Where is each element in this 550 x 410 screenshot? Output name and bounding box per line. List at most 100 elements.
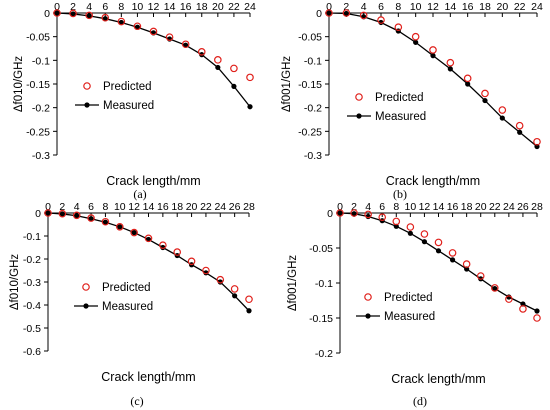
y-tick-label: -0.1 xyxy=(23,231,41,243)
predicted-point xyxy=(216,275,225,284)
measured-point xyxy=(88,216,94,222)
x-tick-label: 12 xyxy=(419,201,431,213)
y-tick-label: -0.3 xyxy=(23,277,41,289)
measured-point xyxy=(534,308,540,314)
measured-point xyxy=(465,81,471,87)
measured-point xyxy=(421,239,428,245)
measured-point xyxy=(499,115,505,121)
measured-point xyxy=(326,10,332,16)
measured-point xyxy=(343,10,349,17)
x-tick-label: 16 xyxy=(462,1,474,13)
x-tick-label: 20 xyxy=(496,1,508,13)
predicted-point xyxy=(69,9,77,18)
x-tick-label: 24 xyxy=(244,1,256,13)
measured-point xyxy=(231,83,237,89)
predicted-point xyxy=(197,48,206,56)
x-axis-label: Crack length/mm xyxy=(106,174,200,188)
measured-point xyxy=(203,270,209,276)
predicted-point xyxy=(476,272,485,280)
legend-measured-marker xyxy=(365,313,371,319)
x-axis-label: Crack length/mm xyxy=(386,174,480,188)
x-tick-label: 0 xyxy=(54,1,60,13)
predicted-point xyxy=(246,73,254,82)
predicted-point xyxy=(498,106,507,114)
y-tick-label: -0.05 xyxy=(26,32,50,44)
x-tick-label: 22 xyxy=(489,201,501,213)
measured-point xyxy=(378,19,384,26)
y-tick-label: -0.5 xyxy=(23,323,41,335)
legend-measured-label: Measured xyxy=(384,311,435,323)
predicted-point xyxy=(159,241,167,250)
x-tick-label: 0 xyxy=(45,201,51,213)
predicted-point xyxy=(490,284,499,292)
predicted-point xyxy=(58,209,67,218)
measured-point xyxy=(492,286,498,292)
legend-predicted-label: Predicted xyxy=(102,282,151,294)
x-tick-label: 18 xyxy=(479,1,491,13)
chart-panel: 0 2 4 6 8 10 12 14 16 18 20 22 24 26 280-0.05-0.1-0.15… xyxy=(287,201,543,408)
legend-measured-label: Measured xyxy=(375,111,426,123)
x-tick-label: 6 xyxy=(378,1,384,13)
x-tick-label: 2 xyxy=(59,201,65,213)
measured-point xyxy=(117,224,123,230)
x-tick-label: 22 xyxy=(228,1,240,13)
x-tick-label: 20 xyxy=(212,1,224,13)
x-tick-label: 10 xyxy=(410,1,422,13)
x-tick-label: 10 xyxy=(114,201,126,213)
y-tick-label: -0.25 xyxy=(26,126,50,138)
x-tick-label: 14 xyxy=(164,1,176,13)
legend-measured-label: Measured xyxy=(102,301,153,313)
measured-point xyxy=(131,229,137,236)
y-tick-label: -0.1 xyxy=(32,55,50,67)
y-tick-label: 0 xyxy=(327,208,333,220)
x-tick-label: 12 xyxy=(148,1,160,13)
predicted-point xyxy=(462,260,471,268)
predicted-point xyxy=(53,9,61,17)
y-axis-label: Δf010/GHz xyxy=(13,56,25,113)
y-tick-label: -0.1 xyxy=(304,55,322,67)
legend-predicted-label: Predicted xyxy=(103,81,152,93)
panel-caption: (a) xyxy=(133,187,146,201)
predicted-point xyxy=(342,9,351,17)
x-tick-label: 24 xyxy=(531,1,543,13)
x-tick-label: 12 xyxy=(128,201,140,213)
predicted-point xyxy=(533,314,541,322)
predicted-point xyxy=(515,121,524,130)
x-tick-label: 20 xyxy=(475,201,487,213)
predicted-point xyxy=(350,209,358,217)
measured-point xyxy=(435,248,442,254)
x-tick-label: 24 xyxy=(503,201,515,213)
x-tick-label: 16 xyxy=(447,201,459,213)
chart-panel: 0 2 4 6 8 10 12 14 16 18 20 22 240-0.05-0.1-0.15-0.2… xyxy=(13,1,256,201)
predicted-point xyxy=(519,305,527,313)
predicted-point xyxy=(144,234,153,243)
x-tick-label: 8 xyxy=(103,201,109,213)
x-tick-label: 2 xyxy=(351,201,357,213)
predicted-point xyxy=(181,40,190,49)
x-tick-label: 14 xyxy=(433,201,445,213)
measured-point xyxy=(430,53,436,59)
predicted-point xyxy=(377,16,385,24)
x-tick-label: 6 xyxy=(102,1,108,13)
legend-predicted-marker xyxy=(82,283,90,291)
measured-point xyxy=(134,24,141,30)
predicted-point xyxy=(149,27,158,36)
predicted-point xyxy=(394,23,403,32)
predicted-point xyxy=(85,11,93,20)
x-tick-label: 16 xyxy=(157,201,169,213)
predicted-point xyxy=(325,9,333,17)
y-tick-label: -0.15 xyxy=(309,313,333,325)
x-tick-label: 4 xyxy=(74,201,80,213)
predicted-point xyxy=(481,89,489,98)
predicted-point xyxy=(133,22,142,31)
predicted-point xyxy=(101,13,110,22)
x-tick-label: 12 xyxy=(427,1,439,13)
x-axis-label: Crack length/mm xyxy=(101,370,195,384)
x-tick-label: 2 xyxy=(343,1,349,13)
x-tick-label: 16 xyxy=(180,1,192,13)
x-tick-label: 22 xyxy=(200,201,212,213)
legend-measured-marker xyxy=(356,113,362,119)
y-tick-label: -0.25 xyxy=(298,126,322,138)
y-tick-label: -0.2 xyxy=(304,103,322,115)
y-tick-label: -0.2 xyxy=(23,254,41,266)
